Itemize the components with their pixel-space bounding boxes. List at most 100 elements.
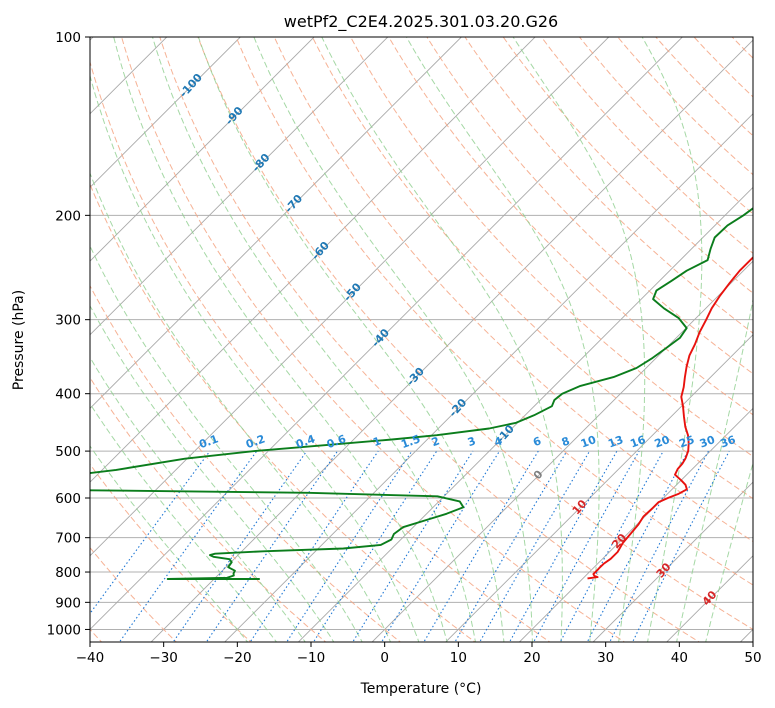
mixing-ratio-label: 1 (371, 434, 383, 449)
moist-adiabat-lines (90, 37, 753, 642)
moist-adiabat-line (113, 37, 448, 642)
moist-adiabat-line (90, 402, 278, 642)
mixing-ratio-label: 25 (677, 433, 696, 450)
dry-adiabat-line (273, 37, 753, 543)
dry-adiabat-line (90, 376, 327, 642)
plot-frame (89, 36, 754, 643)
mixing-ratio-label: 30 (698, 433, 717, 451)
moist-adiabat-line (253, 37, 533, 642)
x-axis-ticks: −40 −30 −20 −10 0 10 20 30 40 50 (76, 642, 762, 666)
mixing-ratio-line (249, 450, 379, 642)
moist-adiabat-line (90, 356, 306, 642)
mixing-ratio-label: 6 (531, 434, 543, 449)
dry-adiabat-line (311, 37, 753, 500)
x-tick-label: 20 (523, 650, 540, 666)
isotherm-line (445, 334, 753, 642)
mixing-ratio-labels: 0.1 0.2 0.4 0.6 1 1.5 2 3 4 6 8 10 13 16 20 25 30 36 (197, 432, 737, 451)
y-tick-label: 200 (55, 208, 81, 224)
moist-adiabat-line (641, 37, 703, 642)
mixing-ratio-label: 10 (579, 433, 598, 451)
temperature-profile-line (587, 256, 753, 580)
dry-adiabat-line (388, 37, 753, 416)
dry-adiabat-line (90, 60, 551, 642)
x-tick-label: −20 (223, 650, 252, 666)
isotherm-line (371, 260, 753, 642)
isotherm-line (90, 37, 536, 483)
mixing-ratio-line (352, 450, 474, 642)
y-tick-label: 800 (55, 565, 81, 581)
mixing-ratio-line (172, 450, 308, 642)
mixing-ratio-label: 3 (466, 434, 478, 449)
y-tick-label: 600 (55, 491, 81, 507)
dry-adiabat-lines (90, 37, 753, 642)
mixing-ratio-label: 0.1 (197, 432, 220, 451)
isotherm-line (90, 37, 315, 262)
moist-adiabat-line (321, 37, 563, 642)
mixing-ratio-label: 2 (430, 434, 442, 449)
mixing-ratio-label: 0.4 (294, 432, 317, 451)
x-tick-label: 30 (597, 650, 614, 666)
mixing-ratio-label: 16 (628, 433, 647, 451)
mixing-ratio-label: 0.2 (244, 432, 267, 451)
chart-title: wetPf2_C2E4.2025.301.03.20.G26 (284, 12, 558, 32)
mixing-ratio-line (380, 450, 500, 642)
dewpoint-profile-line (90, 207, 753, 580)
y-tick-label: 500 (55, 444, 81, 460)
mixing-ratio-label: 20 (653, 433, 672, 451)
mixing-ratio-label: 13 (606, 433, 625, 450)
isotherm-line (518, 407, 753, 642)
x-tick-label: 0 (380, 650, 389, 666)
isotherm-line (90, 37, 684, 631)
y-axis-ticks: 100 200 300 400 500 600 700 800 900 1000 (47, 30, 90, 638)
y-tick-label: 700 (55, 531, 81, 547)
isotherm-line (297, 186, 753, 642)
isotherm-lines (90, 37, 753, 642)
x-tick-label: −10 (297, 650, 326, 666)
dry-adiabat-line (90, 183, 476, 642)
mixing-ratio-label: 1.5 (399, 432, 422, 451)
plot-area: -100-90-80-70-60-50-40-30-20-10010203040… (90, 37, 753, 642)
mixing-ratio-line (609, 450, 709, 642)
y-tick-label: 300 (55, 313, 81, 329)
dry-adiabat-line (426, 37, 753, 375)
isotherm-line (90, 37, 242, 189)
mixing-ratio-line (586, 450, 689, 642)
moist-adiabat-line (90, 244, 363, 642)
isotherm-line (90, 37, 463, 410)
dry-adiabat-line (159, 37, 701, 642)
mixing-ratio-line (205, 450, 338, 642)
moist-adiabat-line (90, 171, 392, 642)
y-axis-label: Pressure (hPa) (11, 290, 27, 390)
mixing-ratio-label: 36 (719, 433, 738, 451)
mixing-ratio-line (286, 450, 413, 642)
isotherm-line (224, 113, 753, 642)
isotherm-line (592, 481, 753, 642)
moist-adiabat-line (90, 304, 335, 642)
mixing-ratio-line (118, 450, 258, 642)
x-tick-label: 40 (671, 650, 688, 666)
y-tick-label: 1000 (47, 622, 81, 638)
mixing-ratio-label: 0.6 (325, 432, 348, 451)
moist-adiabat-line (90, 445, 249, 642)
profile-series (90, 207, 753, 580)
y-tick-label: 900 (55, 595, 81, 611)
moist-adiabat-line (512, 37, 646, 642)
x-axis-label: Temperature (°C) (360, 681, 482, 697)
mixing-ratio-line (454, 450, 568, 642)
dry-adiabat-line (90, 546, 178, 642)
dry-adiabat-line (197, 37, 753, 630)
y-tick-label: 100 (55, 30, 81, 46)
x-tick-label: 50 (744, 650, 761, 666)
moist-adiabat-line (197, 37, 505, 642)
y-tick-label: 400 (55, 387, 81, 403)
mixing-ratio-label: 8 (560, 434, 572, 449)
x-tick-label: −40 (76, 650, 105, 666)
x-tick-label: −30 (149, 650, 178, 666)
moist-adiabat-line (405, 37, 600, 642)
dry-adiabat-line (235, 37, 753, 586)
mixing-ratio-line (90, 450, 211, 615)
moist-adiabat-line (90, 74, 420, 642)
isotherm-line (150, 39, 753, 642)
dry-adiabat-line (121, 37, 626, 642)
